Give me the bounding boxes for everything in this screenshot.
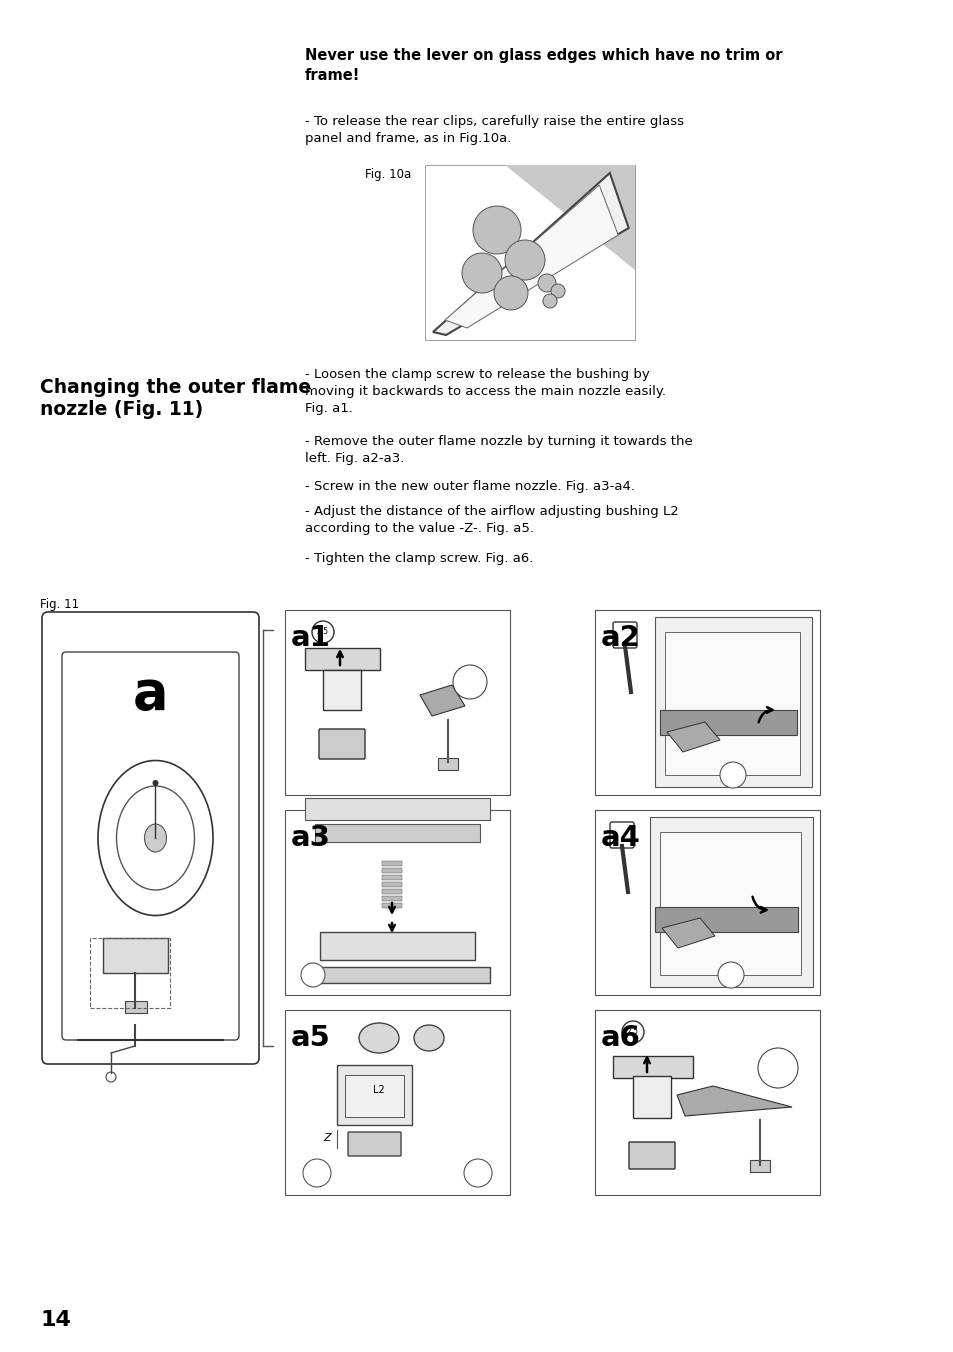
Polygon shape <box>666 722 720 752</box>
Circle shape <box>720 763 745 788</box>
Bar <box>125 1000 147 1013</box>
Text: Z: Z <box>323 1133 331 1142</box>
Circle shape <box>461 253 501 293</box>
Bar <box>103 938 168 973</box>
Circle shape <box>504 241 544 280</box>
Bar <box>659 831 801 975</box>
Polygon shape <box>661 918 714 948</box>
Bar <box>659 710 796 735</box>
Text: - Tighten the clamp screw. Fig. a6.: - Tighten the clamp screw. Fig. a6. <box>305 552 533 565</box>
Bar <box>381 875 401 880</box>
Circle shape <box>152 780 158 786</box>
Polygon shape <box>444 185 618 329</box>
FancyBboxPatch shape <box>628 1142 675 1169</box>
Bar <box>285 810 510 995</box>
Ellipse shape <box>144 823 167 852</box>
Ellipse shape <box>358 1023 398 1053</box>
Polygon shape <box>504 165 635 270</box>
Text: a3: a3 <box>291 823 331 852</box>
Text: Changing the outer flame: Changing the outer flame <box>40 379 311 397</box>
Bar <box>381 890 401 894</box>
Bar <box>655 907 797 932</box>
Circle shape <box>106 1072 116 1082</box>
FancyBboxPatch shape <box>62 652 239 1040</box>
Circle shape <box>303 1159 331 1187</box>
Ellipse shape <box>116 786 194 890</box>
Polygon shape <box>677 1086 791 1115</box>
Text: a5: a5 <box>291 1023 331 1052</box>
Circle shape <box>718 963 743 988</box>
Ellipse shape <box>98 760 213 915</box>
Bar <box>381 868 401 873</box>
Bar <box>90 938 170 1009</box>
Bar <box>655 617 811 787</box>
Bar <box>595 810 820 995</box>
Circle shape <box>473 206 520 254</box>
Text: L2: L2 <box>373 1086 384 1095</box>
Bar <box>285 610 510 795</box>
Text: Fig. 11: Fig. 11 <box>40 598 79 611</box>
FancyBboxPatch shape <box>613 622 637 648</box>
Text: - To release the rear clips, carefully raise the entire glass
panel and frame, a: - To release the rear clips, carefully r… <box>305 115 683 145</box>
FancyBboxPatch shape <box>318 729 365 758</box>
Ellipse shape <box>414 1025 443 1051</box>
Circle shape <box>551 284 564 297</box>
Bar <box>305 648 379 671</box>
Polygon shape <box>419 685 464 717</box>
Circle shape <box>537 274 556 292</box>
Bar <box>595 1010 820 1195</box>
Bar <box>305 798 490 821</box>
Text: - Remove the outer flame nozzle by turning it towards the
left. Fig. a2-a3.: - Remove the outer flame nozzle by turni… <box>305 435 692 465</box>
Text: - Adjust the distance of the airflow adjusting bushing L2
according to the value: - Adjust the distance of the airflow adj… <box>305 506 678 535</box>
Bar <box>305 967 490 983</box>
Circle shape <box>301 963 325 987</box>
Circle shape <box>542 293 557 308</box>
FancyBboxPatch shape <box>42 612 258 1064</box>
Bar <box>633 1076 670 1118</box>
Circle shape <box>463 1159 492 1187</box>
Text: a2: a2 <box>600 625 640 652</box>
Bar <box>314 823 479 842</box>
Text: - Screw in the new outer flame nozzle. Fig. a3-a4.: - Screw in the new outer flame nozzle. F… <box>305 480 635 493</box>
Text: 14: 14 <box>40 1310 71 1330</box>
Circle shape <box>758 1048 797 1088</box>
Text: a: a <box>132 668 168 721</box>
Text: nozzle (Fig. 11): nozzle (Fig. 11) <box>40 400 203 419</box>
Text: 2.5: 2.5 <box>316 627 329 637</box>
Bar <box>649 817 812 987</box>
Circle shape <box>312 621 334 644</box>
Bar <box>437 758 457 771</box>
Bar <box>381 903 401 909</box>
Text: Fig. 10a: Fig. 10a <box>365 168 411 181</box>
Bar <box>381 861 401 867</box>
Text: a6: a6 <box>600 1023 640 1052</box>
Bar <box>323 671 360 710</box>
Text: - Loosen the clamp screw to release the bushing by
moving it backwards to access: - Loosen the clamp screw to release the … <box>305 368 665 415</box>
Bar <box>345 1075 403 1117</box>
Polygon shape <box>433 173 628 335</box>
Bar <box>613 1056 692 1078</box>
FancyBboxPatch shape <box>609 822 634 848</box>
Circle shape <box>494 276 527 310</box>
Text: a1: a1 <box>291 625 331 652</box>
Bar <box>749 1160 769 1172</box>
Text: a4: a4 <box>600 823 640 852</box>
Circle shape <box>453 665 486 699</box>
Bar <box>319 932 475 960</box>
Text: 2.5: 2.5 <box>626 1028 639 1037</box>
Bar <box>336 1065 412 1125</box>
Text: Never use the lever on glass edges which have no trim or
frame!: Never use the lever on glass edges which… <box>305 49 781 82</box>
Bar <box>381 882 401 887</box>
FancyBboxPatch shape <box>348 1132 400 1156</box>
Bar <box>424 165 635 339</box>
Bar <box>664 631 800 775</box>
Bar <box>285 1010 510 1195</box>
Circle shape <box>621 1021 643 1042</box>
Bar <box>381 896 401 900</box>
Bar <box>595 610 820 795</box>
